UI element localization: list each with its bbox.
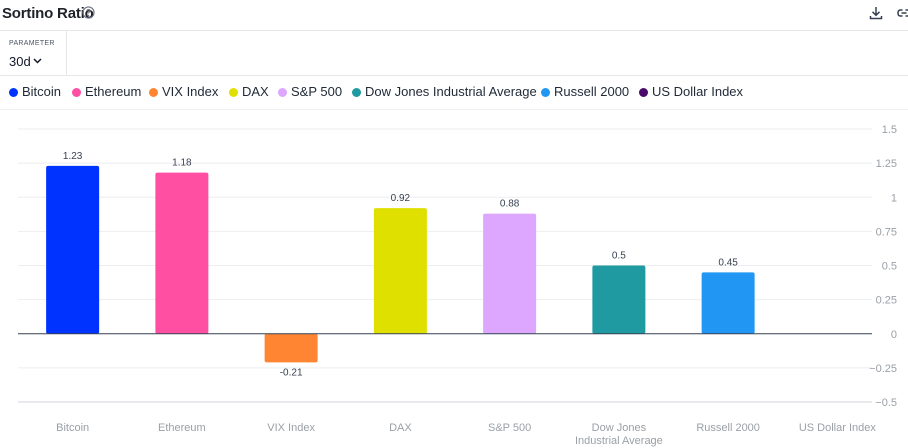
y-tick-label: 0.5 — [882, 261, 897, 273]
legend-label: Ethereum — [85, 84, 142, 99]
data-label: 0.88 — [500, 199, 520, 210]
bar — [701, 272, 755, 334]
link-icon[interactable] — [896, 5, 908, 21]
bar — [264, 333, 318, 363]
data-label: 1.18 — [172, 158, 192, 169]
header-divider — [0, 30, 908, 31]
x-tick-label: VIX Index — [267, 422, 315, 434]
bar-chart: 1.5 1.25 1 0.75 0.5 0.25 0 −0.25 −0.5 1.23 Bitcoin… — [18, 124, 897, 447]
y-tick-label: −0.5 — [875, 397, 897, 409]
legend-label: VIX Index — [162, 84, 219, 99]
legend-label: DAX — [242, 84, 269, 99]
x-tick-label: Dow Jones — [592, 422, 647, 434]
data-label: 0.45 — [718, 257, 738, 268]
legend-dot — [278, 88, 287, 97]
y-tick-label: 1.5 — [882, 124, 897, 136]
legend-label: Dow Jones Industrial Average — [365, 84, 537, 99]
legend-dot — [541, 88, 550, 97]
parameter-label: PARAMETER — [9, 40, 55, 47]
y-tick-label: −0.25 — [869, 363, 897, 375]
legend-dot — [352, 88, 361, 97]
bar — [155, 172, 209, 334]
bar — [373, 208, 427, 334]
legend-dot — [72, 88, 81, 97]
bar — [46, 165, 100, 334]
y-tick-label: 0 — [891, 329, 897, 341]
x-tick-label: S&P 500 — [488, 422, 531, 434]
data-label: 0.92 — [391, 193, 411, 204]
chevron-down-icon[interactable] — [33, 58, 42, 64]
parameter-divider — [0, 75, 908, 76]
y-tick-label: 0.75 — [876, 226, 897, 238]
x-tick-label: Ethereum — [158, 422, 206, 434]
legend-label: Bitcoin — [22, 84, 62, 99]
help-icon[interactable] — [82, 6, 95, 19]
page-title: Sortino Ratio — [2, 5, 94, 22]
legend-dot — [229, 88, 238, 97]
legend-dot — [9, 88, 18, 97]
legend-divider — [0, 109, 908, 110]
legend-label: US Dollar Index — [652, 84, 744, 99]
data-label: 1.23 — [63, 151, 83, 162]
legend-label: Russell 2000 — [554, 84, 630, 99]
legend-dot — [149, 88, 158, 97]
chart-header: Sortino Ratio — [0, 0, 908, 30]
parameter-value[interactable]: 30d — [9, 54, 31, 69]
x-tick-label: DAX — [389, 422, 412, 434]
x-tick-label: Russell 2000 — [696, 422, 760, 434]
data-label: -0.21 — [280, 367, 303, 378]
legend-label: S&P 500 — [291, 84, 343, 99]
x-tick-label: Bitcoin — [56, 422, 89, 434]
bar — [592, 265, 646, 334]
legend-dot — [639, 88, 648, 97]
x-tick-label: US Dollar Index — [799, 422, 877, 434]
y-tick-label: 1 — [891, 192, 897, 204]
bar — [483, 213, 537, 334]
chart-legend: Bitcoin Ethereum VIX Index DAX S&P 500 D… — [0, 76, 908, 108]
y-tick-label: 1.25 — [876, 158, 897, 170]
y-tick-label: 0.25 — [876, 295, 897, 307]
x-tick-label: Industrial Average — [575, 435, 663, 447]
data-label: 0.5 — [612, 251, 626, 262]
download-icon[interactable] — [868, 5, 884, 21]
parameter-selector[interactable]: PARAMETER 30d — [0, 30, 67, 75]
